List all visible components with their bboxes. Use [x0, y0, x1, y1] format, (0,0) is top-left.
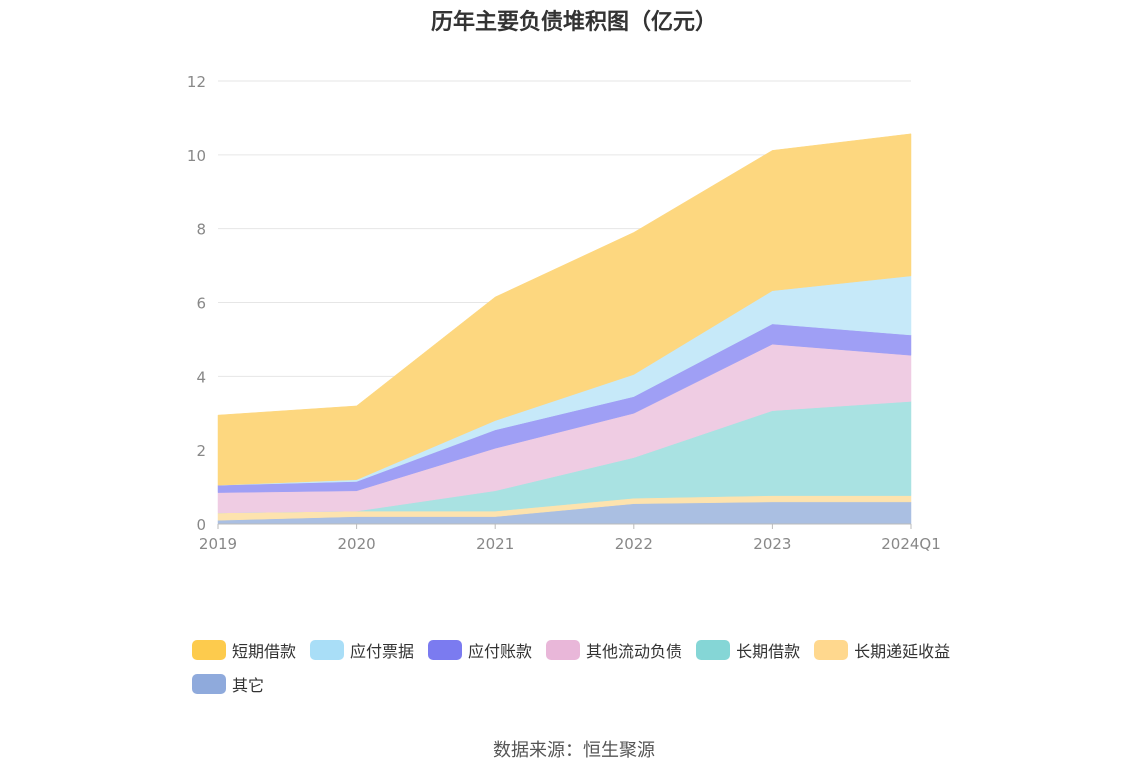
- legend-label: 应付票据: [350, 642, 415, 661]
- legend: 短期借款 应付票据 应付账款 其他流动负债 长期借款 长期递延收益其它: [192, 638, 992, 706]
- legend-label: 其它: [232, 676, 265, 695]
- x-tick-label: 2022: [615, 535, 653, 553]
- x-tick-label: 2020: [338, 535, 376, 553]
- x-tick-label: 2021: [476, 535, 514, 553]
- x-tick-label: 2019: [199, 535, 237, 553]
- axes: 0 2 4 6 8 10 12 2019 2020 2021 2022 2023 2024Q1: [187, 73, 941, 553]
- x-tick-label: 2023: [753, 535, 791, 553]
- legend-label: 其他流动负债: [586, 642, 683, 661]
- legend-swatch: [814, 640, 849, 660]
- legend-swatch: [546, 640, 581, 660]
- legend-item[interactable]: 其他流动负债: [546, 638, 682, 662]
- y-tick-label: 4: [196, 368, 206, 386]
- y-tick-label: 8: [196, 221, 206, 239]
- legend-label: 短期借款: [232, 642, 297, 661]
- legend-swatch: [192, 674, 226, 694]
- legend-item[interactable]: 应付账款: [428, 638, 532, 662]
- legend-item[interactable]: 长期递延收益: [814, 638, 950, 662]
- x-tick-label: 2024Q1: [881, 535, 941, 553]
- area-series-6: [217, 133, 912, 486]
- legend-swatch: [310, 640, 345, 660]
- y-tick-label: 0: [196, 516, 206, 534]
- legend-label: 应付账款: [468, 642, 533, 661]
- legend-swatch: [428, 640, 463, 660]
- legend-swatch: [696, 640, 731, 660]
- legend-item[interactable]: 应付票据: [310, 638, 414, 662]
- y-tick-label: 2: [196, 442, 206, 460]
- y-tick-label: 6: [196, 295, 206, 313]
- stacked-area-chart: 0 2 4 6 8 10 12 2019 2020 2021 2022 2023 2024Q1: [187, 73, 941, 553]
- legend-item[interactable]: 长期借款: [696, 638, 800, 662]
- legend-label: 长期递延收益: [854, 642, 951, 661]
- chart-title: 历年主要负债堆积图（亿元）: [430, 10, 717, 35]
- y-tick-label: 10: [187, 147, 206, 165]
- legend-item[interactable]: 短期借款: [192, 638, 296, 662]
- legend-item[interactable]: 其它: [192, 672, 264, 696]
- legend-swatch: [192, 640, 226, 660]
- legend-label: 长期借款: [736, 642, 801, 661]
- data-source-label: 数据来源：恒生聚源: [493, 740, 655, 761]
- areas: [217, 133, 912, 525]
- y-tick-label: 12: [187, 73, 206, 91]
